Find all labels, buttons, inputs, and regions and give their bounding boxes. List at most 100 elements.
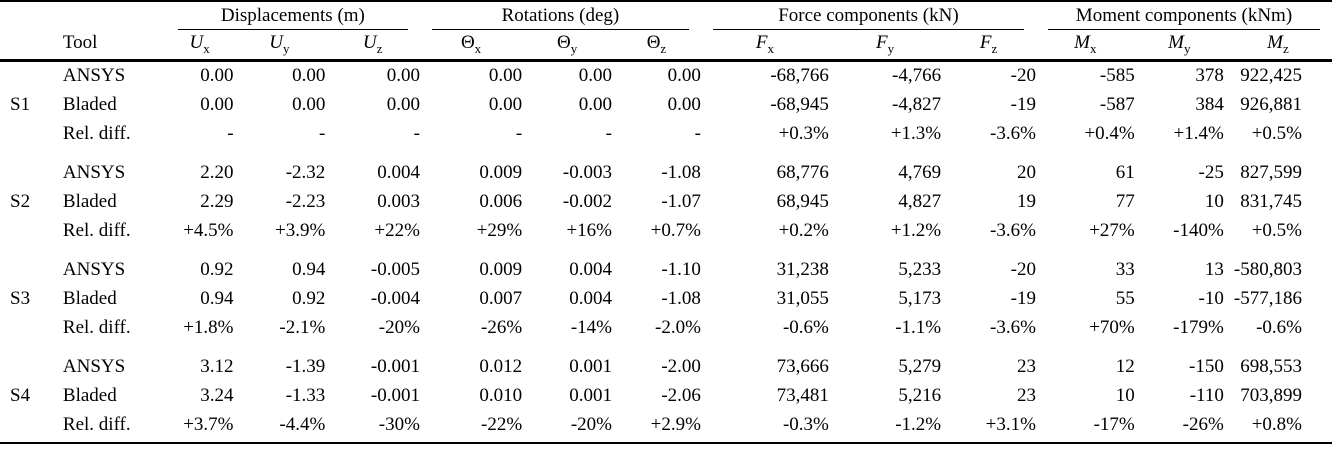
table-body: ANSYS 0.00 0.00 0.00 0.00 0.00 0.00 -68,766 - 4,7… [0, 61, 1332, 444]
value-cell: 31,055 [776, 288, 829, 309]
value-cell: 0.00 [386, 94, 420, 115]
value-cell: 77 [1115, 191, 1135, 212]
value-cell: -30% [378, 414, 420, 435]
column-header-theta-x: Θx [419, 30, 523, 62]
tool-cell: ANSYS [62, 65, 126, 86]
value-cell: 0.004 [569, 259, 612, 280]
table-row: S1 Bladed 0.00 0.00 0.00 0.00 0.00 0.00 -68,945 -… [0, 91, 1332, 120]
column-header-f-x: Fx [700, 30, 829, 62]
value-cell: 61 [1115, 162, 1135, 183]
value-cell: 827,599 [1240, 162, 1302, 183]
column-header-u-y: Uy [233, 30, 326, 62]
column-symbol: U [189, 32, 204, 53]
value-cell: +0.2% [778, 220, 829, 241]
value-cell: +1.3% [890, 123, 942, 144]
column-header-m-x: Mx [1035, 30, 1135, 62]
value-cell: -2.23 [285, 191, 326, 212]
column-subscript: x [1090, 40, 1097, 56]
column-subscript: y [283, 40, 290, 56]
value-cell: 5,216 [898, 385, 942, 406]
value-cell: 0.00 [292, 65, 326, 86]
group-header-displacements: Displacements (m) [166, 1, 420, 30]
value-cell: +0.3% [778, 123, 829, 144]
section-label [0, 149, 59, 188]
tool-cell: Bladed [62, 288, 117, 309]
header-empty-cell [0, 30, 59, 62]
value-cell: -1.33 [285, 385, 326, 406]
value-cell: 0.00 [386, 65, 420, 86]
tool-cell: Rel. diff. [62, 220, 131, 241]
value-cell: -1.1% [895, 317, 942, 338]
column-header-f-z: Fz [941, 30, 1036, 62]
value-cell: 10 [1204, 191, 1224, 212]
value-cell: -20 [1010, 259, 1036, 280]
value-cell: -20% [570, 414, 612, 435]
column-symbol: Θ [460, 32, 475, 53]
value-cell: 0.92 [200, 259, 234, 280]
tool-cell: ANSYS [62, 356, 126, 377]
value-cell: -1.08 [661, 288, 701, 309]
value-cell: 12 [1115, 356, 1135, 377]
value-cell: -1.07 [661, 191, 701, 212]
value-cell: -68,766 [770, 65, 829, 86]
value-cell: -2.0% [655, 317, 701, 338]
section-label [0, 411, 59, 443]
value-cell: 831,745 [1240, 191, 1302, 212]
column-symbol: M [1074, 32, 1090, 53]
value-cell: -3.6% [990, 220, 1036, 241]
value-cell: +0.5% [1251, 123, 1302, 144]
column-subscript: y [570, 40, 578, 56]
value-cell: -14% [570, 317, 612, 338]
value-cell: -577,186 [1233, 288, 1302, 309]
section-label: S1 [10, 94, 31, 115]
group-header-rotations: Rotations (deg) [420, 1, 701, 30]
group-header-label: Rotations (deg) [431, 5, 689, 30]
value-cell: 73,481 [776, 385, 829, 406]
value-cell: 68,945 [776, 191, 829, 212]
table-row: ANSYS 0.92 0.94 -0.005 0.009 0.004 -1.10 31,238… [0, 246, 1332, 285]
value-cell: 2.20 [200, 162, 234, 183]
value-cell: -0.004 [370, 288, 420, 309]
value-cell: -110 [1189, 385, 1224, 406]
value-cell: +3.7% [183, 414, 234, 435]
column-header-u-z: Uz [325, 30, 420, 62]
column-header-m-z: Mz [1223, 30, 1332, 62]
value-cell: -3.6% [990, 317, 1036, 338]
value-cell: 0.00 [292, 94, 326, 115]
table-row: S2 Bladed 2.29 -2.23 0.003 0.006 -0.002 -1.07 68… [0, 188, 1332, 217]
value-cell: -0.002 [562, 191, 612, 212]
value-cell: 0.009 [479, 259, 523, 280]
value-cell: -2.06 [661, 385, 701, 406]
group-header-label: Force components (kN) [712, 5, 1024, 30]
section-label [0, 246, 59, 285]
value-cell: 0.94 [200, 288, 234, 309]
value-cell: 0.00 [200, 65, 234, 86]
value-cell: -20% [378, 317, 420, 338]
value-cell: -0.3% [782, 414, 829, 435]
value-cell: +27% [1089, 220, 1135, 241]
tool-column-header: Tool [58, 30, 166, 62]
value-cell: 0.009 [479, 162, 523, 183]
value-cell: - [605, 123, 612, 144]
column-symbol: U [362, 32, 377, 53]
value-cell: - [318, 123, 326, 144]
value-cell: +1.2% [890, 220, 942, 241]
group-header-label: Moment components (kNm) [1047, 5, 1320, 30]
column-symbol: F [755, 32, 768, 53]
value-cell: -17% [1093, 414, 1135, 435]
tool-cell: ANSYS [62, 162, 126, 183]
value-cell: 0.004 [569, 288, 612, 309]
value-cell: 0.00 [488, 65, 523, 86]
value-cell: 20 [1016, 162, 1036, 183]
tool-cell: Bladed [62, 385, 117, 406]
value-cell: +0.8% [1251, 414, 1302, 435]
value-cell: 68,776 [776, 162, 829, 183]
table-row: ANSYS 3.12 -1.39 -0.001 0.012 0.001 -2.00 73,66… [0, 343, 1332, 382]
value-cell: -179% [1173, 317, 1224, 338]
value-cell: -26% [1182, 414, 1224, 435]
value-cell: -3.6% [990, 123, 1036, 144]
section-label: S4 [10, 385, 31, 406]
value-cell: +29% [476, 220, 523, 241]
value-cell: 703,899 [1240, 385, 1302, 406]
value-cell: 4,769 [898, 162, 942, 183]
